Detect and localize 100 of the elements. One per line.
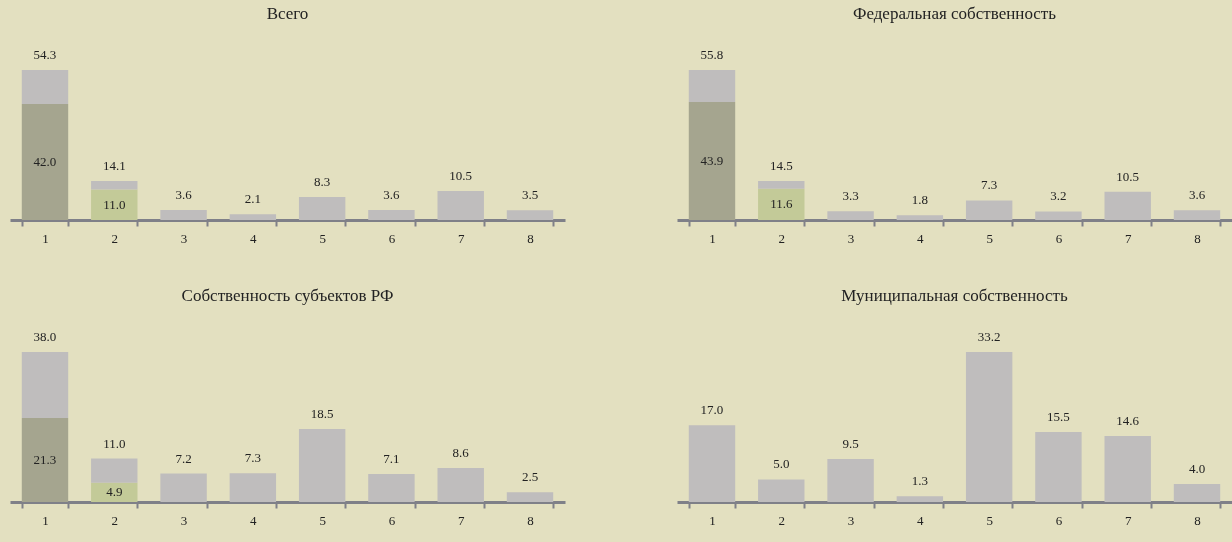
bar — [1035, 431, 1082, 502]
x-tick-label: 3 — [847, 230, 855, 246]
bar — [298, 197, 346, 220]
bar — [437, 468, 484, 502]
x-tick-label: 8 — [527, 512, 534, 528]
bar — [827, 459, 874, 502]
bar — [506, 210, 554, 220]
total-label: 8.3 — [314, 174, 331, 190]
total-label: 55.8 — [700, 47, 724, 62]
bar — [1035, 211, 1082, 220]
x-tick-label: 1 — [42, 230, 49, 246]
data-label: 42.0 — [33, 153, 57, 169]
x-tick-label: 6 — [1055, 512, 1063, 528]
total-label: 3.5 — [521, 187, 539, 203]
bar — [91, 482, 138, 502]
total-label: 7.3 — [244, 450, 261, 466]
data-label: 15.5 — [1047, 408, 1070, 424]
bar — [688, 101, 736, 220]
x-tick-label: 1 — [709, 230, 716, 246]
chart-title: Всего — [266, 4, 309, 23]
x-tick-label: 5 — [986, 512, 993, 528]
x-tick-label: 8 — [527, 230, 534, 246]
total-label: 3.6 — [1188, 187, 1206, 203]
bar — [896, 496, 944, 502]
chart-title: Муниципальная собственность — [841, 286, 1068, 305]
total-label: 3.6 — [175, 187, 193, 203]
total-label: 7.3 — [981, 177, 998, 193]
total-label: 7.1 — [383, 450, 400, 466]
x-tick-label: 8 — [1194, 230, 1201, 246]
x-tick-label: 6 — [1055, 230, 1063, 246]
bar — [21, 70, 69, 104]
bar — [827, 211, 874, 220]
bar — [229, 214, 277, 220]
data-label: 5.0 — [773, 456, 790, 472]
bar — [21, 103, 69, 220]
x-tick-label: 6 — [388, 230, 396, 246]
total-label: 3.6 — [383, 187, 401, 203]
total-label: 11.0 — [103, 435, 126, 451]
bar — [758, 479, 805, 502]
total-label: 1.8 — [911, 192, 928, 208]
bar — [688, 70, 736, 102]
data-label: 33.2 — [977, 329, 1001, 344]
bar — [229, 473, 277, 502]
bar — [688, 425, 736, 502]
total-label: 54.3 — [33, 47, 57, 62]
data-label: 4.0 — [1188, 460, 1206, 476]
x-tick-label: 1 — [709, 512, 716, 528]
x-tick-label: 8 — [1194, 512, 1201, 528]
data-label: 11.0 — [103, 196, 126, 212]
data-label: 4.9 — [106, 484, 123, 500]
bar — [298, 428, 346, 502]
x-tick-label: 4 — [917, 230, 925, 246]
bar — [965, 200, 1013, 220]
bar — [368, 210, 415, 220]
bar — [1104, 436, 1151, 502]
x-tick-label: 2 — [778, 230, 786, 246]
bar — [1173, 210, 1221, 220]
x-tick-label: 4 — [250, 512, 258, 528]
data-label: 1.3 — [911, 473, 928, 489]
chart-title: Собственность субъектов РФ — [181, 286, 394, 305]
total-label: 2.5 — [521, 469, 539, 485]
chart-title: Федеральная собственность — [852, 4, 1057, 23]
bar — [21, 417, 69, 502]
data-label: 43.9 — [700, 152, 724, 168]
bar — [437, 190, 484, 220]
x-tick-label: 6 — [388, 512, 396, 528]
bar — [896, 215, 944, 220]
x-tick-label: 5 — [319, 230, 326, 246]
x-tick-label: 4 — [917, 512, 925, 528]
total-label: 3.2 — [1050, 188, 1067, 204]
bar — [91, 189, 138, 220]
x-tick-label: 3 — [180, 512, 188, 528]
total-label: 3.3 — [842, 188, 859, 204]
data-label: 11.6 — [770, 196, 793, 212]
x-tick-label: 3 — [847, 512, 855, 528]
total-label: 7.2 — [175, 450, 192, 466]
x-tick-label: 7 — [457, 512, 465, 528]
data-label: 17.0 — [700, 402, 724, 418]
data-label: 21.3 — [33, 451, 57, 467]
x-tick-label: 3 — [180, 230, 188, 246]
data-label: 9.5 — [842, 436, 859, 452]
bar — [160, 210, 207, 220]
x-tick-label: 1 — [42, 512, 49, 528]
bar — [758, 181, 805, 189]
data-label: 14.6 — [1116, 413, 1140, 429]
total-label: 10.5 — [1116, 168, 1140, 184]
total-label: 8.6 — [452, 445, 470, 461]
total-label: 38.0 — [33, 329, 57, 344]
total-label: 2.1 — [244, 191, 261, 207]
x-tick-label: 7 — [1124, 512, 1132, 528]
total-label: 14.5 — [769, 158, 793, 174]
x-tick-label: 7 — [457, 230, 465, 246]
bar — [1104, 191, 1151, 220]
total-label: 10.5 — [449, 167, 473, 183]
bar — [758, 188, 805, 220]
total-label: 14.1 — [102, 158, 126, 174]
bar — [506, 492, 554, 502]
x-tick-label: 5 — [319, 512, 326, 528]
bar — [1173, 483, 1221, 502]
x-tick-label: 7 — [1124, 230, 1132, 246]
